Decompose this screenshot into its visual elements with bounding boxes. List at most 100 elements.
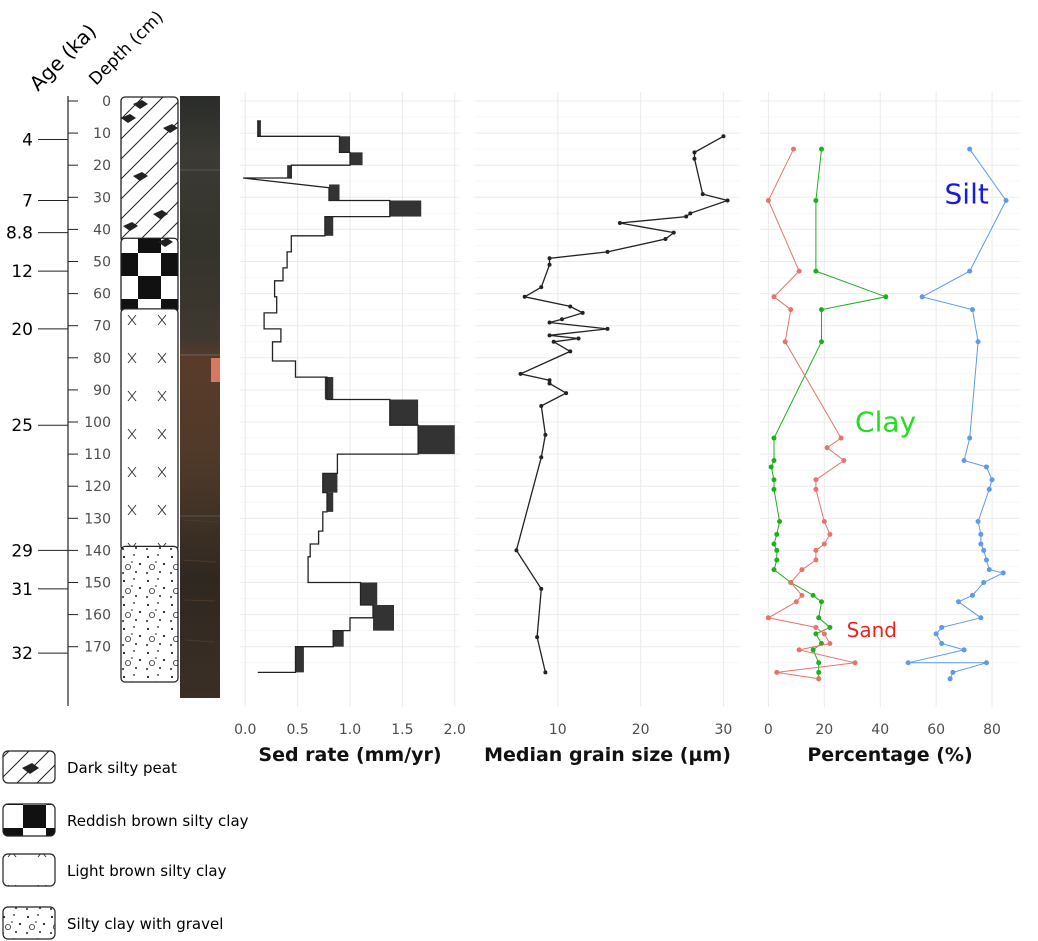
peat-fragment	[133, 100, 148, 109]
panel-grain-size: 10 20 30 Median grain size (µm)	[475, 92, 740, 766]
age-label: 8.8	[6, 224, 33, 244]
sed-rate-bar	[339, 136, 350, 153]
sed-rate-bar	[389, 200, 422, 217]
sand-line	[766, 148, 856, 680]
sed-rate-bar	[360, 582, 378, 605]
grain-size-point	[617, 220, 622, 225]
x-tick-label: 1.0	[339, 722, 361, 738]
sed-rate-line	[243, 120, 419, 674]
sed-rate-bar	[329, 184, 340, 201]
sed-rate-bar	[287, 165, 292, 179]
sand-point	[827, 640, 833, 646]
series-label-sand: Sand	[847, 618, 897, 642]
sand-point	[816, 676, 822, 682]
grain-size-point	[576, 336, 581, 341]
sand-point	[796, 268, 802, 274]
grain-size-point	[605, 326, 610, 331]
age-label: 25	[11, 416, 33, 436]
sand-point	[813, 624, 819, 630]
sand-point	[765, 615, 771, 621]
clay-point	[819, 307, 825, 313]
lithology-column	[120, 96, 179, 683]
legend-swatch-gravel	[2, 906, 56, 940]
grain-size-point	[539, 403, 544, 408]
clay-point	[768, 464, 774, 470]
silt-point	[961, 647, 967, 653]
age-label: 31	[11, 580, 33, 600]
legend: Dark silty peat Reddish brown silty clay L…	[2, 750, 249, 940]
silt-point	[986, 486, 992, 492]
age-label: 20	[11, 320, 33, 340]
x-tick-label: 0.5	[286, 722, 308, 738]
plot-background	[760, 92, 1020, 707]
grain-size-point	[547, 262, 552, 267]
silt-point	[983, 464, 989, 470]
clay-line	[770, 149, 888, 679]
depth-tick-label: 90	[93, 383, 111, 399]
clay-point	[771, 541, 777, 547]
grain-size-point	[671, 230, 676, 235]
age-label: 7	[22, 192, 33, 212]
clay-point	[771, 477, 777, 483]
silt-point	[983, 660, 989, 666]
depth-tick-label: 130	[84, 511, 111, 527]
lithology-unit-gravel	[120, 545, 179, 683]
grain-size-point	[547, 256, 552, 261]
clay-point	[819, 599, 825, 605]
peat-fragment	[121, 114, 136, 123]
silt-point	[983, 557, 989, 563]
depth-tick-label: 0	[102, 94, 111, 110]
sand-point	[796, 647, 802, 653]
grain-size-point	[580, 310, 585, 315]
legend-label: Light brown silty clay	[67, 862, 227, 880]
clay-point	[819, 146, 825, 152]
legend-label: Silty clay with gravel	[67, 915, 223, 933]
sand-point	[813, 557, 819, 563]
sand-point	[813, 547, 819, 553]
clay-point	[810, 647, 816, 653]
clay-point	[883, 294, 889, 300]
grain-size-point	[543, 670, 548, 675]
sand-point	[841, 458, 847, 464]
clay-point	[771, 567, 777, 573]
depth-tick-label: 160	[84, 608, 111, 624]
x-axis-label: Percentage (%)	[807, 744, 972, 766]
x-tick-label: 80	[983, 722, 1001, 738]
sed-rate-bar	[326, 492, 334, 512]
grain-size-point	[543, 432, 548, 437]
x-tick-label: 0.0	[234, 722, 256, 738]
silt-point	[919, 294, 925, 300]
silt-line	[908, 148, 1007, 680]
clay-point	[813, 631, 819, 637]
depth-header: Depth (cm)	[85, 7, 167, 89]
silt-point	[975, 339, 981, 345]
silt-point	[1000, 570, 1006, 576]
sand-point	[852, 660, 858, 666]
peat-fragment	[133, 172, 148, 181]
age-label: 32	[11, 644, 33, 664]
silt-point	[975, 519, 981, 525]
age-label: 4	[22, 131, 33, 151]
sed-rate-bar	[322, 473, 338, 493]
depth-tick-label: 40	[93, 222, 111, 238]
age-label: 29	[11, 541, 33, 561]
grain-size-point	[539, 586, 544, 591]
silt-point	[950, 669, 956, 675]
silt-point	[1003, 198, 1009, 204]
clay-point	[813, 268, 819, 274]
sand-point	[799, 567, 805, 573]
depth-tick-label: 70	[93, 319, 111, 335]
clay-point	[771, 458, 777, 464]
depth-tick-label: 100	[84, 415, 111, 431]
lithology-unit-checker	[120, 237, 179, 314]
depth-tick-label: 30	[93, 190, 111, 206]
silt-point	[905, 660, 911, 666]
sand-point	[824, 445, 830, 451]
grain-size-point	[547, 333, 552, 338]
silt-point	[967, 146, 973, 152]
silt-point	[978, 541, 984, 547]
panel-percentage: 0 20 40 60 80 Percentage (%) Silt Clay Sand	[760, 92, 1020, 766]
grain-size-point	[522, 294, 527, 299]
grain-size-point	[539, 455, 544, 460]
